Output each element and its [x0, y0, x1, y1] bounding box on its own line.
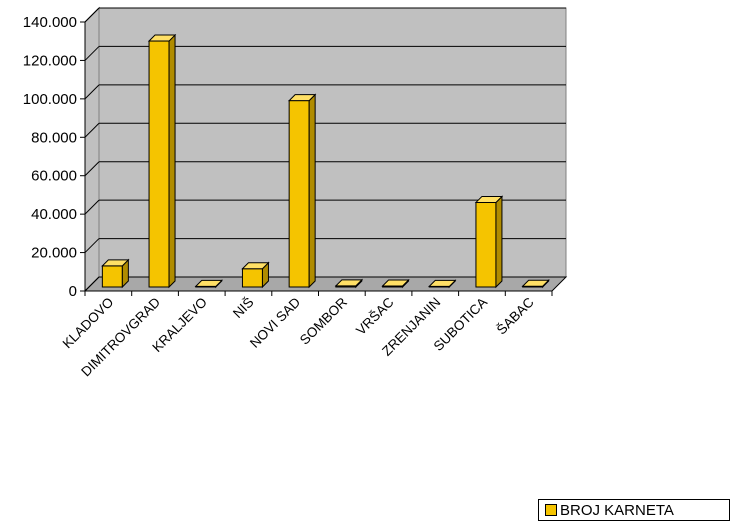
x-tick-label: SOMBOR: [297, 294, 350, 347]
bar: [381, 278, 410, 289]
bar-top: [381, 279, 410, 287]
gridline: [84, 199, 100, 215]
bar-top: [428, 279, 457, 287]
bar: [147, 33, 177, 289]
x-tick-label: NOVI SAD: [247, 294, 303, 350]
gridline: [84, 7, 100, 23]
x-tick-label: NIŠ: [230, 295, 257, 322]
bar-top: [241, 262, 270, 270]
x-tick-label: VRŠAC: [353, 294, 397, 338]
bars: [101, 33, 550, 289]
bar: [428, 279, 457, 289]
bar: [474, 195, 504, 289]
y-tick-label: 0: [69, 283, 77, 300]
legend-label: BROJ KARNETA: [560, 501, 674, 519]
bar-side: [495, 195, 503, 289]
bar-top: [101, 259, 130, 267]
y-tick-label: 20.000: [31, 245, 77, 262]
y-tick-label: 40.000: [31, 206, 77, 223]
bar-top: [521, 279, 550, 287]
bar-front: [101, 265, 123, 288]
bar-top: [334, 279, 364, 287]
bar-top: [194, 279, 223, 287]
bar: [241, 261, 270, 289]
x-tick-label: ŠABAC: [494, 294, 537, 337]
bar-front: [148, 40, 170, 288]
gridline: [84, 276, 100, 292]
y-tick-label: 140.000: [23, 14, 77, 31]
x-tick-label: DIMITROVGRAD: [78, 294, 163, 379]
gridline: [84, 238, 100, 253]
bar-top: [147, 34, 177, 42]
gridline: [84, 46, 100, 61]
gridline: [84, 122, 100, 138]
bar-front: [288, 100, 310, 288]
bar: [101, 258, 130, 289]
y-tick-label: 60.000: [31, 168, 77, 185]
bar-side: [308, 93, 316, 289]
y-tick-label: 80.000: [31, 129, 77, 146]
legend-swatch: [545, 504, 557, 516]
gridline: [84, 84, 100, 100]
bar-top: [474, 195, 504, 203]
left-wall: [84, 6, 100, 293]
y-tick-label: 120.000: [23, 52, 77, 69]
bar-front: [241, 268, 263, 288]
y-axis: 0 20.000 40.000 60.000 80.000 100.000 120.000 1…: [23, 14, 86, 300]
bar: [521, 279, 550, 289]
legend: BROJ KARNETA: [538, 499, 730, 521]
bar: [194, 279, 223, 289]
bar-front: [475, 201, 497, 288]
y-tick-label: 100.000: [23, 91, 77, 108]
bar-side: [168, 33, 176, 289]
bar: [334, 278, 364, 289]
bar-top: [287, 94, 317, 102]
gridline: [84, 161, 100, 177]
bar: [287, 93, 317, 289]
